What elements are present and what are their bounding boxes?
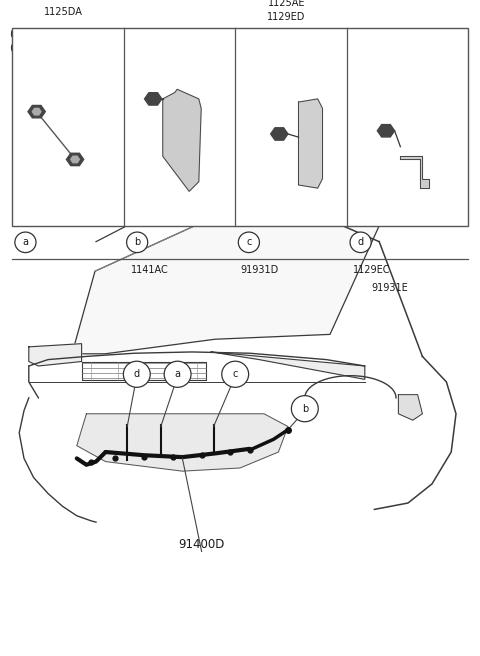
Polygon shape	[377, 125, 395, 137]
Circle shape	[123, 361, 150, 387]
Text: 91931D: 91931D	[240, 265, 278, 276]
Text: d: d	[358, 237, 364, 247]
Polygon shape	[71, 156, 79, 163]
Polygon shape	[66, 154, 84, 165]
Polygon shape	[28, 106, 45, 118]
Circle shape	[127, 232, 148, 253]
Polygon shape	[163, 89, 201, 192]
Text: a: a	[175, 369, 180, 379]
Polygon shape	[299, 99, 323, 188]
Polygon shape	[400, 156, 429, 188]
Text: 91400D: 91400D	[179, 538, 225, 551]
Polygon shape	[271, 128, 288, 140]
Polygon shape	[29, 344, 82, 366]
Text: (2000 CC - NU): (2000 CC - NU)	[10, 28, 87, 38]
Text: 1141AC: 1141AC	[131, 265, 168, 276]
Polygon shape	[211, 352, 365, 379]
Text: c: c	[232, 369, 238, 379]
Circle shape	[350, 232, 371, 253]
Text: d: d	[134, 369, 140, 379]
Text: 1125AE: 1125AE	[268, 0, 305, 8]
Polygon shape	[398, 395, 422, 420]
Text: b: b	[301, 403, 308, 414]
Circle shape	[291, 396, 318, 422]
Text: c: c	[246, 237, 252, 247]
Polygon shape	[32, 108, 41, 115]
Text: 91931E: 91931E	[371, 283, 408, 293]
Circle shape	[15, 232, 36, 253]
Text: 1125DA: 1125DA	[44, 7, 83, 16]
Circle shape	[222, 361, 249, 387]
Circle shape	[238, 232, 259, 253]
Text: (1800 CC - NU): (1800 CC - NU)	[10, 42, 87, 52]
Polygon shape	[72, 198, 385, 354]
Text: a: a	[23, 237, 28, 247]
Text: 1129EC: 1129EC	[353, 265, 390, 276]
Polygon shape	[144, 92, 162, 105]
Polygon shape	[77, 414, 288, 471]
Bar	[12, 28, 468, 226]
Text: 1129ED: 1129ED	[267, 12, 306, 22]
Text: b: b	[134, 237, 140, 247]
Circle shape	[164, 361, 191, 387]
